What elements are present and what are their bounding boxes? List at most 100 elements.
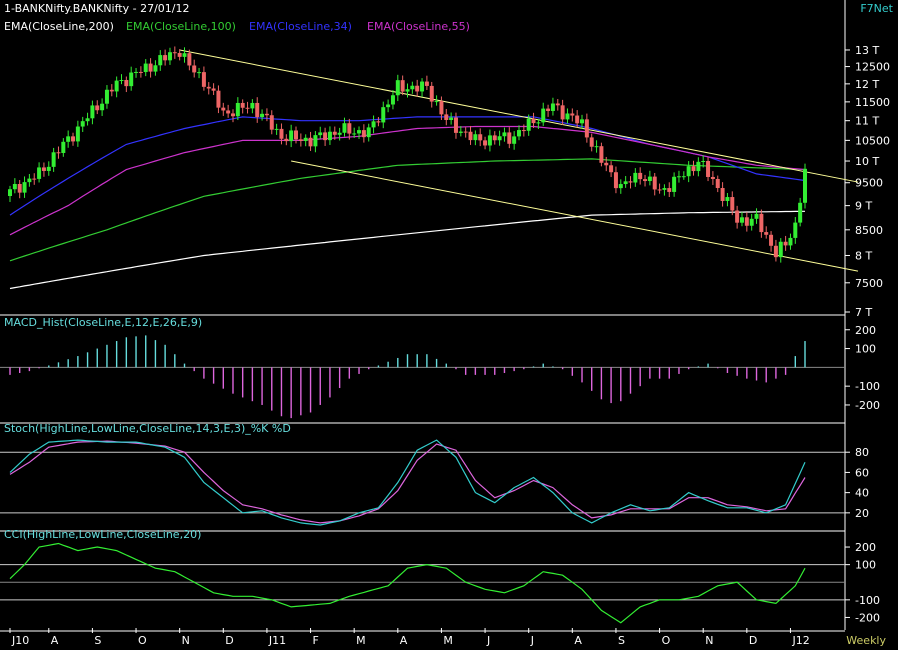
ema-line [9,158,806,262]
candle-down [172,52,177,54]
candle-up [725,197,730,201]
candle-up [803,168,807,203]
price-y-tick-label: 10 T [855,155,879,168]
x-tick-label: J [530,634,534,647]
x-tick-label: A [574,634,582,647]
price-y-tick-label: 9500 [855,177,883,190]
candle-down [211,88,216,91]
candle-up [153,65,158,72]
macd-y-tick-label: 200 [855,324,876,337]
ema-line [9,116,806,216]
candle-down [643,179,648,182]
candle-up [104,89,109,104]
candle-down [604,162,609,166]
candle-up [749,218,754,226]
candle-up [75,126,80,142]
candle-up [754,213,759,219]
candle-down [531,118,536,124]
candle-up [8,189,12,196]
x-tick-label: M [443,634,453,647]
candle-down [424,81,429,86]
candle-up [647,176,652,182]
stoch-y-tick-label: 40 [855,487,869,500]
x-tick-label: N [182,634,190,647]
candle-up [662,188,667,190]
candle-up [672,176,677,192]
candle-up [580,119,585,124]
stoch-y-tick-label: 60 [855,466,869,479]
candle-up [143,63,148,73]
macd-y-tick-label: -200 [855,399,880,412]
candle-up [696,161,701,172]
candle-down [560,105,565,120]
candle-up [197,72,202,74]
candle-up [681,176,686,178]
candle-up [342,123,347,133]
candle-down [584,119,589,138]
candle-up [565,113,570,120]
candle-down [264,113,269,116]
candle-down [347,123,352,134]
candle-up [371,121,376,128]
candle-down [638,172,643,180]
candle-down [492,135,497,141]
candle-up [134,71,139,73]
candle-down [759,213,764,233]
price-y-tick-label: 11500 [855,96,890,109]
price-y-tick-label: 10500 [855,134,890,147]
candle-down [230,113,235,117]
candle-down [744,217,749,226]
candle-up [337,132,342,135]
candle-up [158,55,163,66]
x-tick-label: A [400,634,408,647]
candle-up [327,131,332,141]
cci-y-tick-label: -100 [855,594,880,607]
candle-down [163,55,168,61]
candle-down [376,121,381,123]
candle-down [400,80,405,92]
candle-up [119,79,124,81]
cci-y-tick-label: 100 [855,559,876,572]
candle-up [701,161,706,163]
candle-down [216,90,221,108]
candle-up [516,130,521,137]
candle-up [274,128,279,130]
x-axis-note: Weekly [846,634,886,647]
x-tick-label: J11 [268,634,286,647]
cci-line [9,542,806,624]
macd-y-tick-label: 100 [855,343,876,356]
chart-title: 1-BANKNifty.BANKNifty - 27/01/12 [4,2,189,15]
price-y-tick-label: 9 T [855,200,872,213]
candle-up [51,152,56,167]
cci-y-tick-label: -200 [855,611,880,624]
candle-up [114,80,119,92]
candle-up [487,135,492,146]
legend-ema-200: EMA(CloseLine,200) [4,20,114,33]
x-tick-label: M [356,634,366,647]
candle-up [167,52,172,61]
macd-panel-title: MACD_Hist(CloseLine,E,12,E,26,E,9) [4,316,202,329]
candle-down [555,103,560,106]
candle-up [85,118,90,122]
candle-down [138,71,143,73]
candle-up [313,135,318,147]
candle-up [61,141,66,153]
candle-down [245,107,250,109]
candle-up [182,53,187,57]
stoch-panel-title: Stoch(HighLine,LowLine,CloseLine,14,3,E,… [4,422,291,435]
candle-down [109,89,114,92]
candle-up [798,202,803,223]
candle-up [260,113,265,118]
candle-down [521,130,526,132]
candle-up [129,72,134,87]
candle-up [502,132,507,137]
cci-y-tick-label: 200 [855,541,876,554]
x-tick-label: D [225,634,233,647]
candle-down [415,85,420,92]
x-tick-label: S [618,634,625,647]
stoch-y-tick-label: 80 [855,446,869,459]
candle-up [449,117,454,120]
legend-ema-34: EMA(CloseLine,34) [249,20,352,33]
candle-up [390,95,395,105]
